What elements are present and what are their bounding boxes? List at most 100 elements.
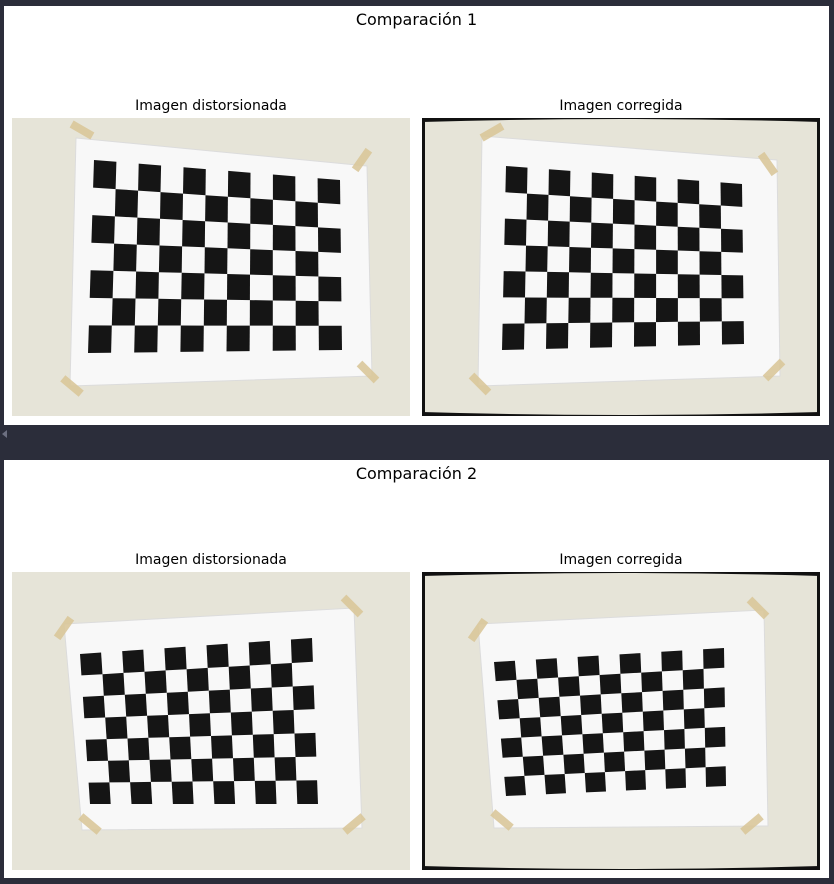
checker-square bbox=[656, 249, 678, 275]
checker-square bbox=[677, 274, 700, 299]
distorted-image-title: Imagen distorsionada bbox=[135, 552, 287, 568]
collapse-arrow-icon[interactable] bbox=[2, 430, 7, 438]
checker-square bbox=[661, 650, 683, 672]
checker-square bbox=[535, 658, 559, 679]
checker-square bbox=[233, 757, 255, 782]
checker-square bbox=[721, 228, 743, 253]
checker-square bbox=[189, 713, 211, 737]
checker-square bbox=[203, 299, 227, 326]
checker-square bbox=[590, 322, 613, 348]
checker-square bbox=[677, 226, 700, 252]
checker-square bbox=[208, 689, 231, 714]
checker-square bbox=[682, 668, 704, 690]
checker-square bbox=[703, 687, 725, 709]
checker-square bbox=[591, 172, 614, 199]
tape-piece bbox=[740, 813, 764, 835]
checker-square bbox=[191, 758, 214, 782]
checker-square bbox=[683, 708, 705, 729]
checker-square bbox=[89, 270, 114, 299]
checker-square bbox=[699, 204, 721, 229]
checker-square bbox=[318, 325, 342, 351]
checker-square bbox=[183, 167, 206, 196]
checkerboard-photo bbox=[422, 118, 820, 416]
checker-square bbox=[295, 251, 319, 277]
checker-square bbox=[538, 696, 561, 718]
checker-square bbox=[625, 770, 646, 791]
checker-square bbox=[102, 672, 125, 696]
checker-square bbox=[294, 732, 317, 757]
checker-square bbox=[634, 322, 656, 347]
undistort-border bbox=[422, 572, 820, 576]
checker-square bbox=[114, 189, 139, 218]
checker-square bbox=[720, 182, 743, 207]
checker-square bbox=[296, 780, 318, 804]
checker-square bbox=[503, 271, 526, 298]
checker-square bbox=[272, 174, 296, 202]
checker-square bbox=[108, 760, 131, 783]
checker-square bbox=[699, 251, 722, 275]
checker-square bbox=[204, 247, 228, 274]
checker-square bbox=[612, 248, 635, 274]
checker-square bbox=[317, 178, 341, 205]
checker-square bbox=[580, 694, 602, 715]
checker-square bbox=[721, 275, 744, 299]
tape-piece bbox=[60, 375, 84, 397]
checker-square bbox=[584, 772, 606, 793]
undistort-border bbox=[422, 572, 425, 870]
output-figure-2: Comparación 2 Imagen distorsionada Image… bbox=[4, 460, 829, 878]
checker-square bbox=[272, 224, 296, 251]
checker-square bbox=[91, 215, 115, 244]
checkerboard-photo bbox=[12, 118, 410, 416]
checker-square bbox=[227, 222, 251, 250]
checker-square bbox=[180, 325, 204, 352]
checker-square bbox=[546, 323, 569, 349]
checker-square bbox=[93, 160, 117, 190]
checker-square bbox=[105, 716, 128, 740]
undistort-border bbox=[422, 866, 820, 870]
checker-square bbox=[623, 731, 645, 752]
output-figure-1: Comparación 1 Imagen distorsionada Image… bbox=[4, 6, 829, 425]
checker-square bbox=[699, 298, 722, 322]
checker-square bbox=[500, 737, 523, 758]
checker-square bbox=[138, 163, 162, 193]
tape-piece bbox=[762, 358, 786, 382]
checker-square bbox=[85, 739, 108, 762]
checker-square bbox=[147, 715, 170, 738]
checker-square bbox=[135, 271, 159, 299]
checker-square bbox=[205, 195, 228, 223]
checker-square bbox=[292, 685, 315, 710]
checker-square bbox=[721, 321, 744, 345]
tape-piece bbox=[351, 147, 373, 173]
checker-square bbox=[641, 671, 663, 693]
tape-piece bbox=[53, 615, 75, 641]
checkerboard-photo bbox=[12, 572, 410, 870]
figure-title: Comparación 2 bbox=[355, 464, 478, 483]
checker-square bbox=[677, 321, 700, 346]
checker-square bbox=[642, 710, 664, 732]
checker-square bbox=[634, 273, 657, 298]
tape-piece bbox=[746, 596, 770, 620]
checker-square bbox=[558, 676, 580, 697]
checker-square bbox=[546, 271, 569, 298]
checker-square bbox=[504, 775, 526, 796]
checker-square bbox=[684, 747, 706, 769]
undistort-border bbox=[817, 572, 820, 870]
checker-square bbox=[524, 297, 547, 324]
tape-piece bbox=[356, 360, 380, 384]
distorted-image bbox=[12, 572, 410, 870]
checker-square bbox=[144, 670, 167, 694]
checker-square bbox=[166, 691, 189, 715]
checker-square bbox=[502, 323, 525, 350]
checker-square bbox=[295, 201, 318, 228]
checker-square bbox=[250, 198, 273, 225]
checker-square bbox=[547, 220, 570, 247]
checker-square bbox=[656, 298, 678, 323]
tape-piece bbox=[468, 372, 492, 396]
checker-square bbox=[494, 660, 517, 682]
checker-square bbox=[136, 217, 160, 246]
corrected-image bbox=[422, 118, 820, 416]
distorted-image bbox=[12, 118, 410, 416]
checker-square bbox=[169, 736, 192, 760]
checker-square bbox=[160, 192, 183, 220]
checker-square bbox=[582, 733, 604, 754]
